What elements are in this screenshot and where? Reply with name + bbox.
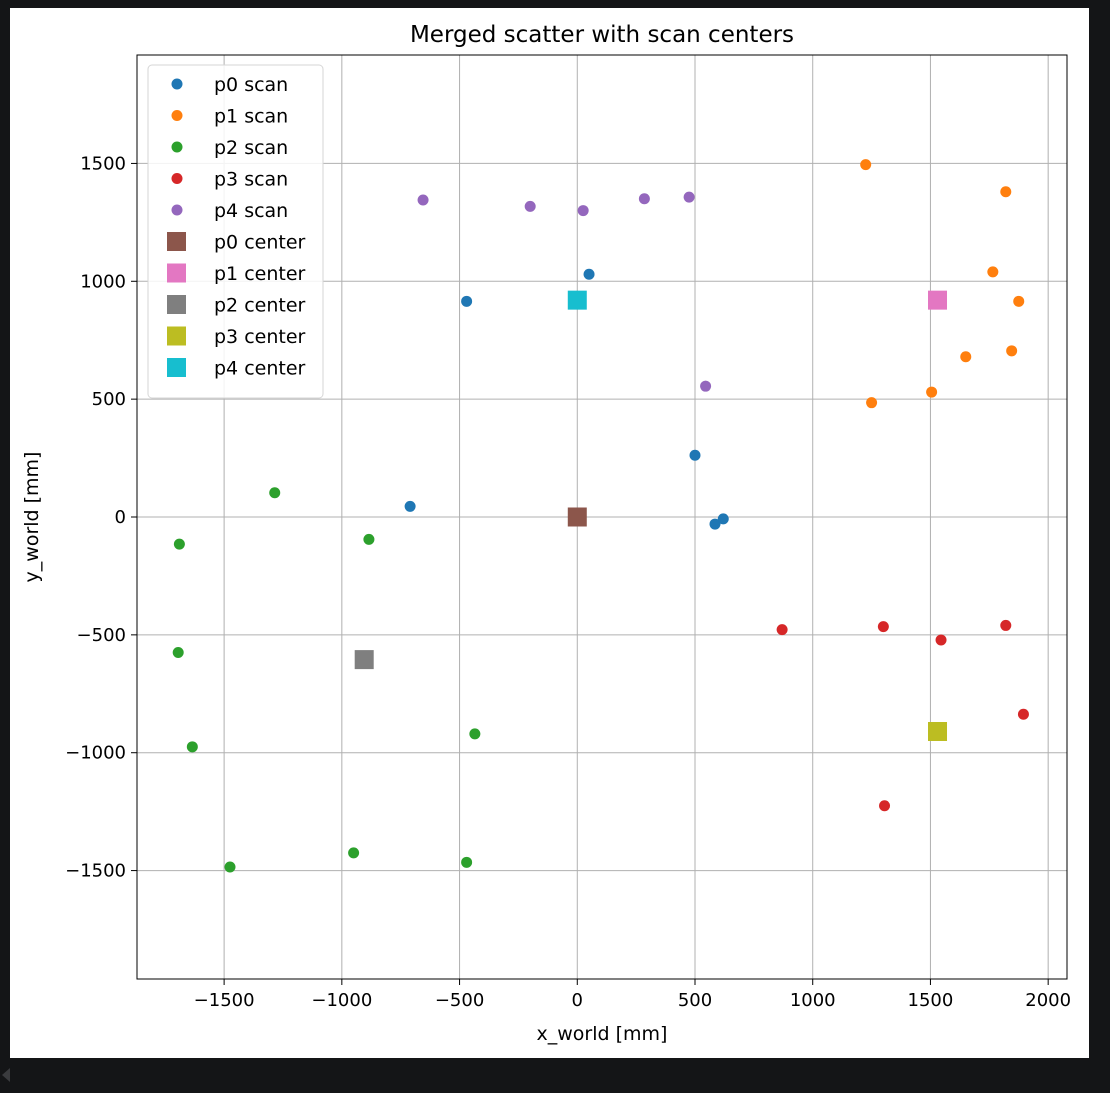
p0-center-legend-marker [167,232,186,251]
p1-scan-point [960,351,972,363]
y-tick-label: 1000 [80,271,126,292]
p0-center-legend-label: p0 center [214,232,306,254]
p0-scan-point [717,513,729,525]
x-tick-label: 2000 [1025,990,1071,1011]
scatter-chart: −1500 −1000 −500 0 500 1000 1500 2000 −1500 −1000… [21,22,1071,1045]
p3-scan-point [776,624,788,636]
p2-scan-point [461,856,473,868]
p2-scan-legend-label: p2 scan [214,137,288,159]
p4-center-legend-marker [167,358,186,377]
p2-scan-point [348,847,360,859]
p0-scan-point [404,500,416,512]
p1-scan-legend-label: p1 scan [214,106,288,128]
p2-scan-point [363,533,375,545]
p1-center-marker [928,290,948,310]
p2-scan-point [224,861,236,873]
p2-scan-point [186,741,198,753]
p2-scan-legend-marker [171,141,183,153]
p2-scan-point [269,487,281,499]
y-axis-label: y_world [mm] [21,452,43,583]
p3-center-marker [928,722,948,741]
data-points [172,159,1029,873]
p2-scan-point [173,538,185,550]
p1-center-legend-marker [167,263,186,283]
p0-scan-point [583,268,595,280]
x-tick-label: −500 [435,990,484,1011]
y-tick-label: 0 [115,507,126,528]
x-tick-label: −1000 [311,990,372,1011]
p1-center-legend-label: p1 center [214,263,306,285]
p4-center-legend-label: p4 center [214,358,306,380]
p1-scan-point [987,266,999,278]
p4-center-marker [567,290,587,310]
y-tick-label: 1500 [80,153,126,174]
y-tick-label: −500 [77,625,126,646]
axis-ticks: −1500 −1000 −500 0 500 1000 1500 2000 −1500 −1000… [65,153,1071,1011]
p1-scan-point [1013,295,1025,307]
x-tick-label: −1500 [194,990,255,1011]
legend: p0 scan p1 scan p2 scan p3 scan p4 scan p0 ce… [147,64,324,399]
p3-center-legend-label: p3 center [214,326,306,348]
y-tick-label: 500 [92,389,126,410]
p2-scan-point [469,728,481,740]
p1-scan-point [866,397,878,409]
p3-scan-point [877,621,889,633]
x-axis-label: x_world [mm] [537,1023,668,1045]
scroll-left-arrow-icon[interactable] [2,1068,10,1082]
p4-scan-point [700,380,712,392]
chart-title: Merged scatter with scan centers [410,22,794,48]
p2-scan-point [172,647,184,659]
p3-scan-point [935,634,947,646]
p4-scan-legend-marker [171,204,183,216]
p0-scan-point [461,295,473,307]
p4-scan-point [524,200,536,212]
p2-center-legend-marker [167,295,186,314]
y-tick-label: −1500 [65,861,126,882]
p2-center-legend-label: p2 center [214,295,306,317]
p4-scan-point [638,193,650,205]
p0-scan-legend-marker [171,78,183,90]
p4-scan-point [683,191,695,203]
p2-center-marker [354,650,374,670]
p3-scan-legend-label: p3 scan [214,169,288,191]
p1-scan-point [926,386,938,398]
grid [137,55,1067,979]
p3-scan-point [879,800,891,812]
p0-scan-point [689,449,701,461]
p4-scan-legend-label: p4 scan [214,200,288,222]
x-tick-label: 0 [572,990,583,1011]
x-tick-label: 500 [678,990,712,1011]
p1-scan-legend-marker [171,110,183,121]
p3-scan-point [1000,619,1012,631]
p0-center-marker [567,507,587,527]
legend-box [147,64,324,399]
p1-scan-point [1006,345,1018,357]
p1-scan-point [860,159,872,171]
x-tick-label: 1500 [908,990,954,1011]
x-tick-label: 1000 [790,990,836,1011]
p3-center-legend-marker [167,326,186,346]
p0-scan-point [709,518,721,530]
p4-scan-point [417,194,429,206]
p4-scan-point [577,205,589,217]
figure: −1500 −1000 −500 0 500 1000 1500 2000 −1500 −1000… [10,8,1089,1058]
p3-scan-legend-marker [171,173,183,184]
p3-scan-point [1017,708,1029,720]
p0-scan-legend-label: p0 scan [214,74,288,96]
y-tick-label: −1000 [65,743,126,764]
p1-scan-point [1000,186,1012,198]
